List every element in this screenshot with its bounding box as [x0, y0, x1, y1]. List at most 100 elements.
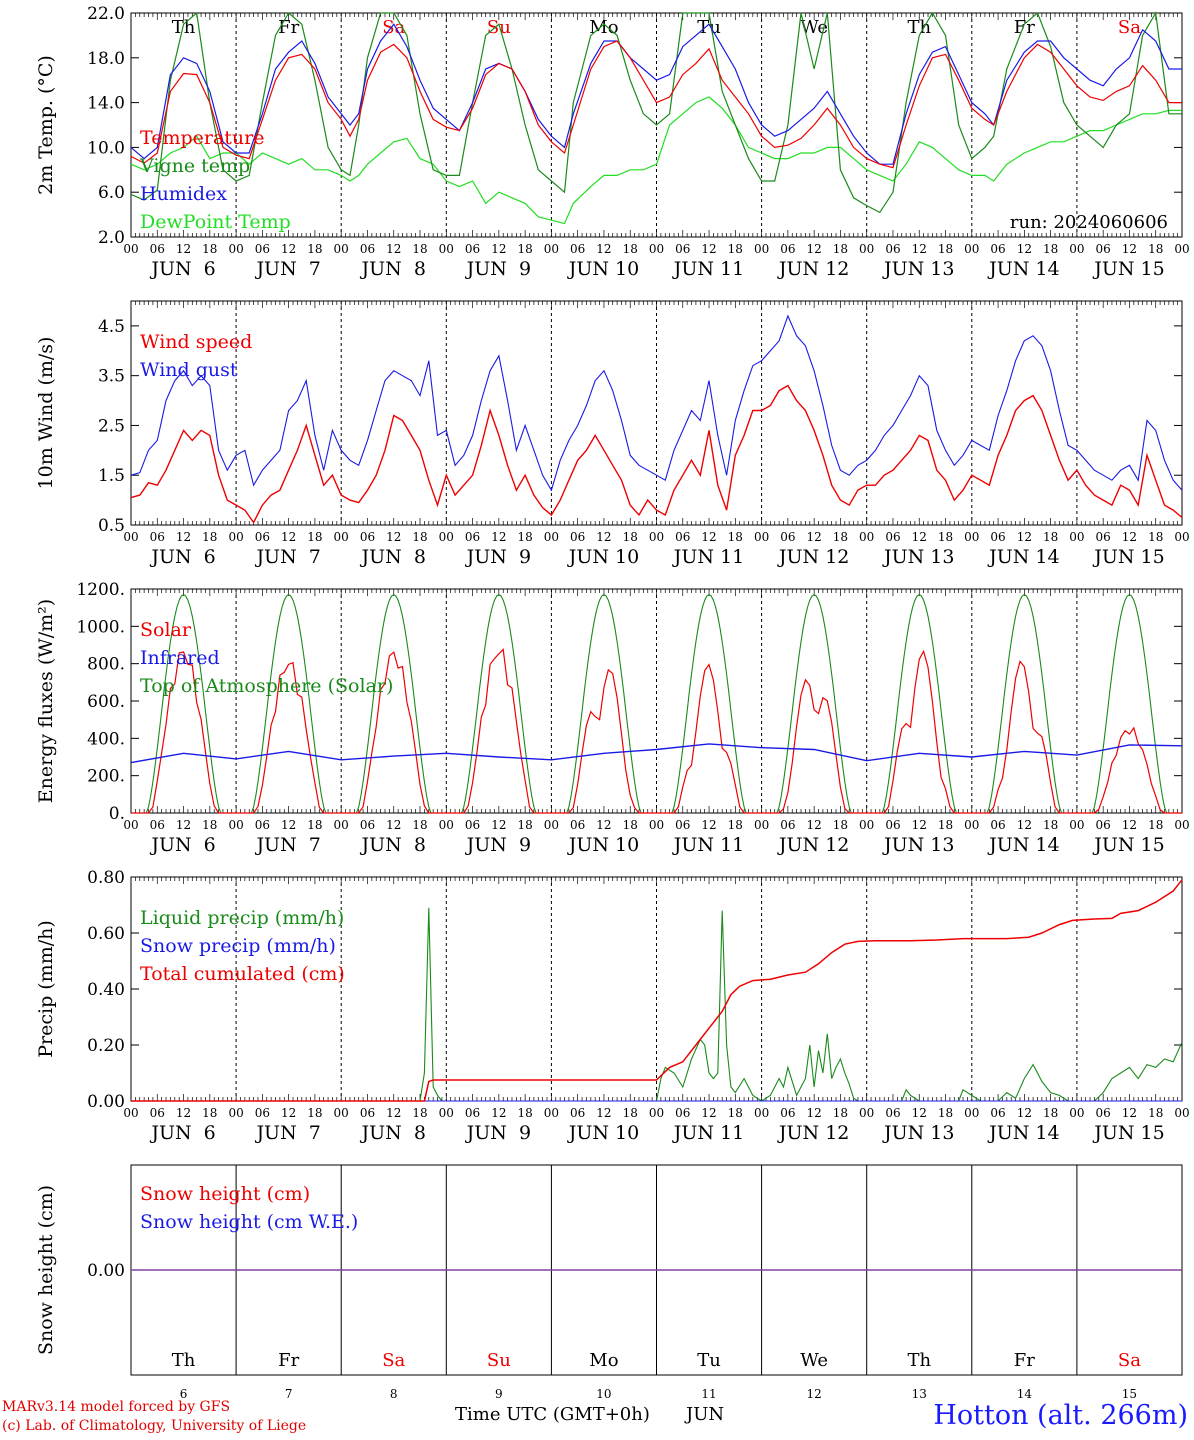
series-line — [130, 40, 1182, 169]
hour-tick-label: 06 — [360, 530, 375, 544]
weekday-label: Fr — [1014, 17, 1035, 38]
hour-tick-label: 12 — [281, 818, 296, 832]
hour-tick-label: 06 — [675, 530, 690, 544]
hour-tick-label: 06 — [885, 1106, 900, 1120]
date-label: JUN 9 — [465, 834, 531, 856]
hour-tick-label: 12 — [176, 242, 191, 256]
panel-frame — [130, 588, 1183, 814]
day-number-label: 12 — [807, 1387, 822, 1401]
hour-tick-label: 18 — [728, 1106, 743, 1120]
weekday-label: Th — [172, 17, 196, 38]
hour-tick-label: 00 — [1069, 530, 1084, 544]
hour-tick-label: 06 — [675, 1106, 690, 1120]
series-line — [130, 743, 1183, 764]
day-number-label: 10 — [596, 1387, 611, 1401]
hour-tick-label: 12 — [491, 818, 506, 832]
y-tick-label: 0.5 — [98, 516, 125, 536]
date-label: JUN 12 — [777, 1122, 849, 1144]
weekday-label: Th — [907, 17, 931, 38]
hour-tick-label: 18 — [1148, 242, 1163, 256]
y-tick-label: 18.0 — [87, 49, 125, 69]
hour-tick-label: 18 — [202, 530, 217, 544]
hour-tick-label: 06 — [570, 818, 585, 832]
y-tick-label: 800. — [87, 655, 125, 675]
hour-tick-label: 00 — [754, 1106, 769, 1120]
weekday-label: Fr — [278, 1350, 299, 1371]
hour-tick-label: 12 — [491, 530, 506, 544]
hour-tick-label: 00 — [859, 530, 874, 544]
hour-tick-label: 12 — [807, 1106, 822, 1120]
hour-tick-label: 00 — [649, 242, 664, 256]
hour-tick-label: 18 — [307, 818, 322, 832]
hour-tick-label: 00 — [228, 242, 243, 256]
hour-tick-label: 06 — [570, 242, 585, 256]
hour-tick-label: 06 — [1096, 818, 1111, 832]
hour-tick-label: 00 — [544, 1106, 559, 1120]
hour-tick-label: 06 — [465, 530, 480, 544]
date-label: JUN 6 — [149, 546, 215, 568]
hour-tick-label: 12 — [176, 818, 191, 832]
hour-tick-label: 00 — [649, 530, 664, 544]
date-label: JUN 8 — [360, 834, 426, 856]
hour-tick-label: 12 — [1122, 818, 1137, 832]
weekday-label: Mo — [589, 1350, 618, 1371]
hour-tick-label: 18 — [412, 242, 427, 256]
y-tick-label: 1000. — [76, 617, 125, 637]
hour-tick-label: 18 — [623, 530, 638, 544]
hour-tick-label: 00 — [964, 1106, 979, 1120]
hour-tick-label: 06 — [885, 242, 900, 256]
hour-tick-label: 06 — [465, 1106, 480, 1120]
hour-tick-label: 18 — [1043, 818, 1058, 832]
weekday-label: Th — [172, 1350, 196, 1371]
series-line — [131, 879, 1183, 1102]
date-label: JUN 8 — [360, 546, 426, 568]
date-label: JUN 10 — [567, 1122, 639, 1144]
hour-tick-label: 06 — [150, 242, 165, 256]
hour-tick-label: 18 — [623, 1106, 638, 1120]
legend-entry: Vigne temp — [139, 155, 250, 177]
date-label: JUN 9 — [465, 258, 531, 280]
hour-tick-label: 00 — [1069, 242, 1084, 256]
station-label: Hotton (alt. 266m) — [933, 1400, 1188, 1431]
hour-tick-label: 18 — [1043, 1106, 1058, 1120]
hour-tick-label: 06 — [1096, 530, 1111, 544]
hour-tick-label: 18 — [517, 530, 532, 544]
date-label: JUN 11 — [672, 258, 744, 280]
hour-tick-label: 12 — [912, 530, 927, 544]
hour-tick-label: 12 — [1017, 1106, 1032, 1120]
date-label: JUN 15 — [1092, 258, 1164, 280]
legend-entry: Snow height (cm) — [140, 1183, 310, 1205]
hour-tick-label: 00 — [123, 1106, 138, 1120]
hour-tick-label: 00 — [334, 530, 349, 544]
hour-tick-label: 18 — [938, 530, 953, 544]
hour-tick-label: 06 — [570, 1106, 585, 1120]
hour-tick-label: 18 — [1148, 1106, 1163, 1120]
hour-tick-label: 00 — [1174, 1106, 1189, 1120]
date-label: JUN 15 — [1092, 546, 1164, 568]
hour-tick-label: 06 — [255, 530, 270, 544]
weekday-label: Su — [487, 1350, 511, 1371]
hour-tick-label: 06 — [780, 818, 795, 832]
series-line — [130, 23, 1182, 165]
hour-tick-label: 00 — [1174, 818, 1189, 832]
hour-tick-label: 12 — [386, 1106, 401, 1120]
weekday-label: Sa — [1118, 1350, 1141, 1371]
hour-tick-label: 00 — [123, 530, 138, 544]
hour-tick-label: 06 — [465, 818, 480, 832]
hour-tick-label: 18 — [1148, 530, 1163, 544]
date-label: JUN 14 — [987, 1122, 1059, 1144]
legend-entry: Liquid precip (mm/h) — [140, 907, 344, 929]
hour-tick-label: 12 — [1017, 818, 1032, 832]
hour-tick-label: 18 — [412, 1106, 427, 1120]
hour-tick-label: 00 — [859, 242, 874, 256]
hour-tick-label: 06 — [885, 530, 900, 544]
hour-tick-label: 12 — [701, 530, 716, 544]
day-number-label: 7 — [285, 1387, 293, 1401]
hour-tick-label: 00 — [859, 818, 874, 832]
hour-tick-label: 18 — [1043, 530, 1058, 544]
weekday-label: We — [800, 17, 828, 38]
run-label: run: 2024060606 — [1010, 212, 1168, 233]
y-axis-label: Energy fluxes (W/m²) — [35, 599, 57, 803]
hour-tick-label: 18 — [202, 818, 217, 832]
hour-tick-label: 12 — [281, 530, 296, 544]
